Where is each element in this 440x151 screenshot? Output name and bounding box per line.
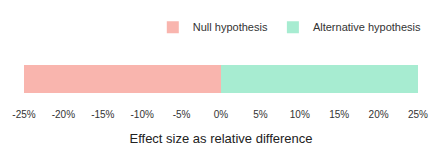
svg-text:Effect size as relative differ: Effect size as relative difference — [129, 131, 312, 146]
svg-text:Alternative hypothesis: Alternative hypothesis — [313, 21, 421, 33]
svg-text:20%: 20% — [369, 109, 389, 120]
svg-text:5%: 5% — [253, 109, 268, 120]
svg-text:0%: 0% — [214, 109, 229, 120]
svg-text:-20%: -20% — [52, 109, 75, 120]
svg-text:25%: 25% — [408, 109, 428, 120]
svg-text:Null hypothesis: Null hypothesis — [193, 21, 268, 33]
svg-text:-5%: -5% — [173, 109, 191, 120]
svg-text:15%: 15% — [329, 109, 349, 120]
svg-text:-15%: -15% — [91, 109, 114, 120]
svg-text:-25%: -25% — [12, 109, 35, 120]
svg-text:10%: 10% — [290, 109, 310, 120]
svg-text:-10%: -10% — [131, 109, 154, 120]
